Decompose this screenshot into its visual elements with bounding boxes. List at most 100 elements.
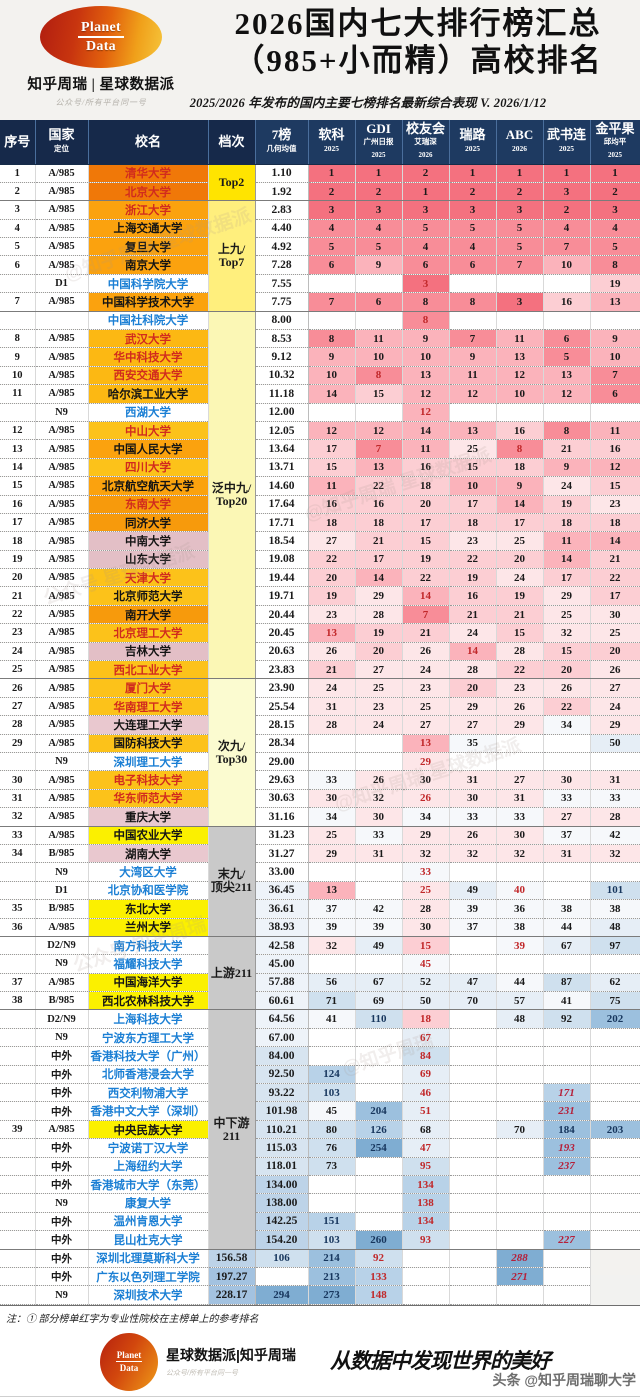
- table-row: 25 A/985 西北工业大学 23.83 21 27 24 28 22 20 26: [0, 660, 640, 680]
- cell-national-status: B/985: [35, 899, 89, 919]
- cell-geometric-mean: 7.28: [255, 255, 309, 275]
- column-header-sub: 2025: [559, 143, 574, 153]
- cell-rank-1: [355, 1193, 403, 1213]
- table-row: 中外 深圳北理莫斯科大学 156.58 106 214 92 288: [0, 1249, 640, 1268]
- column-header-main: GDI: [366, 120, 391, 136]
- cell-index: 29: [0, 734, 36, 754]
- cell-rank-4: [496, 1065, 544, 1085]
- cell-rank-6: [543, 1267, 591, 1287]
- column-header-11: 金平果 邱均平 2025: [590, 120, 640, 165]
- cell-rank-1: 214: [308, 1249, 356, 1268]
- cell-rank-1: 17: [355, 550, 403, 570]
- cell-national-status: D2/N9: [35, 1009, 89, 1029]
- cell-rank-1: 110: [355, 1009, 403, 1029]
- cell-rank-5: 6: [543, 329, 591, 349]
- cell-rank-2: 26: [402, 789, 450, 809]
- cell-index: [0, 862, 36, 882]
- cell-rank-3: [449, 1157, 497, 1176]
- cell-rank-0: 3: [308, 200, 356, 220]
- cell-rank-3: 28: [449, 660, 497, 680]
- cell-university-name: 上海交通大学: [88, 219, 209, 239]
- table-row: 31 A/985 华东师范大学 30.63 30 32 26 30 31 33 33: [0, 789, 640, 809]
- planet-data-logo-icon: Planet Data: [40, 6, 162, 68]
- cell-index: 33: [0, 826, 36, 845]
- cell-rank-6: [590, 1028, 640, 1048]
- brand-logo: Planet Data 知乎周瑞 | 星球数据派 公众号/所有平台同一号: [6, 4, 196, 108]
- cell-rank-1: 6: [355, 292, 403, 312]
- cell-rank-6: [590, 1083, 640, 1103]
- cell-rank-0: 71: [308, 991, 356, 1011]
- cell-rank-6: 203: [590, 1120, 640, 1140]
- cell-rank-1: 260: [355, 1230, 403, 1250]
- cell-rank-3: 9: [449, 347, 497, 367]
- cell-index: 12: [0, 421, 36, 441]
- table-row: 37 A/985 中国海洋大学 57.88 56 67 52 47 44 87 62: [0, 973, 640, 993]
- cell-rank-2: 20: [402, 495, 450, 514]
- cell-geometric-mean: 134.00: [255, 1175, 309, 1195]
- cell-geometric-mean: 110.21: [255, 1120, 309, 1140]
- cell-rank-0: 14: [308, 384, 356, 404]
- cell-rank-2: 69: [402, 1065, 450, 1085]
- cell-rank-4: 15: [496, 623, 544, 643]
- cell-geometric-mean: 28.15: [255, 715, 309, 735]
- cell-rank-1: [355, 1065, 403, 1085]
- footer-brand-sub: 公众号/所有平台同一号: [166, 1370, 238, 1378]
- cell-index: 6: [0, 255, 36, 275]
- cell-rank-1: 254: [355, 1138, 403, 1158]
- cell-rank-5: 5: [543, 347, 591, 367]
- table-row: 27 A/985 华南理工大学 25.54 31 23 25 29 26 22 24: [0, 697, 640, 717]
- cell-national-status: A/985: [35, 164, 89, 183]
- cell-university-name: 温州肯恩大学: [88, 1212, 209, 1232]
- cell-rank-4: [496, 403, 544, 422]
- cell-rank-1: 273: [308, 1285, 356, 1305]
- cell-rank-5: [543, 1193, 591, 1213]
- cell-rank-2: 15: [402, 936, 450, 956]
- cell-rank-0: [308, 862, 356, 882]
- cell-rank-3: 10: [449, 476, 497, 496]
- cell-rank-1: 1: [355, 164, 403, 183]
- cell-rank-5: 3: [543, 182, 591, 202]
- cell-rank-5: 288: [496, 1249, 544, 1268]
- cell-rank-3: 16: [449, 586, 497, 606]
- cell-rank-3: 39: [449, 899, 497, 919]
- cell-geometric-mean: 2.83: [255, 200, 309, 220]
- cell-geometric-mean: 1.10: [255, 164, 309, 183]
- cell-university-name: 福耀科技大学: [88, 954, 209, 974]
- cell-rank-6: [590, 1157, 640, 1176]
- cell-rank-5: 38: [543, 899, 591, 919]
- cell-university-name: 浙江大学: [88, 200, 209, 220]
- cell-rank-6: 42: [590, 826, 640, 845]
- cell-university-name: 中山大学: [88, 421, 209, 441]
- cell-university-name: 大连理工大学: [88, 715, 209, 735]
- cell-geometric-mean: 29.00: [255, 752, 309, 772]
- cell-rank-2: 50: [402, 991, 450, 1011]
- cell-rank-0: 80: [308, 1120, 356, 1140]
- cell-rank-6: [590, 403, 640, 422]
- cell-rank-5: [543, 1046, 591, 1066]
- cell-rank-4: 18: [496, 458, 544, 478]
- cell-rank-1: 31: [355, 844, 403, 864]
- cell-university-name: 重庆大学: [88, 807, 209, 827]
- cell-rank-4: 14: [496, 495, 544, 514]
- cell-geometric-mean: 30.63: [255, 789, 309, 809]
- table-row: 19 A/985 山东大学 19.08 22 17 19 22 20 14 21: [0, 550, 640, 570]
- cell-national-status: B/985: [35, 991, 89, 1011]
- table-row: 38 B/985 西北农林科技大学 60.61 71 69 50 70 57 41 75: [0, 991, 640, 1011]
- cell-rank-0: 6: [308, 255, 356, 275]
- column-header-sub: 艾瑞深: [414, 137, 437, 146]
- cell-geometric-mean: 31.23: [255, 826, 309, 845]
- cell-rank-4: [496, 274, 544, 294]
- table-row: 18 A/985 中南大学 18.54 27 21 15 23 25 11 14: [0, 531, 640, 551]
- cell-rank-5: 30: [543, 770, 591, 790]
- cell-index: [0, 954, 36, 974]
- cell-index: 15: [0, 476, 36, 496]
- cell-rank-3: 13: [449, 421, 497, 441]
- cell-national-status: A/985: [35, 918, 89, 937]
- cell-university-name: 北京理工大学: [88, 623, 209, 643]
- cell-rank-5: 31: [543, 844, 591, 864]
- cell-index: 22: [0, 605, 36, 625]
- title-line-2: （985+小而精）高校排名: [233, 43, 603, 78]
- footer-watermark: 头条 @知乎周瑞聊大学: [492, 1371, 636, 1388]
- cell-rank-5: 13: [543, 366, 591, 386]
- cell-rank-1: 2: [355, 182, 403, 202]
